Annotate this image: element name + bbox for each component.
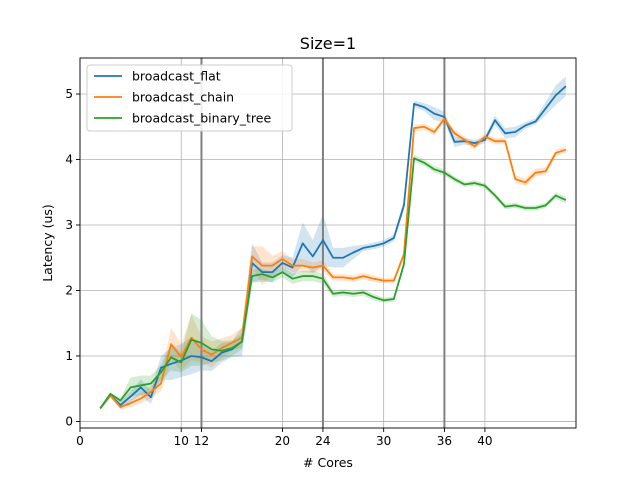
legend-box xyxy=(86,64,293,132)
legend-label: broadcast_chain xyxy=(132,90,234,105)
x-tick-label: 24 xyxy=(315,434,330,448)
y-axis-label: Latency (us) xyxy=(40,204,55,282)
series-line-broadcast_chain xyxy=(99,118,567,409)
series-lines xyxy=(99,85,567,409)
x-tick-label: 36 xyxy=(437,434,452,448)
legend-label: broadcast_flat xyxy=(132,69,221,84)
x-tick-label: 30 xyxy=(376,434,391,448)
plot-frame xyxy=(79,57,577,429)
band-broadcast_binary_tree xyxy=(100,154,566,410)
legend: broadcast_flat broadcast_chain broadcast_b… xyxy=(86,64,293,132)
y-ticks: 0 1 2 3 4 5 xyxy=(65,87,80,428)
x-tick-label: 12 xyxy=(194,434,209,448)
chart-title: Size=1 xyxy=(300,34,356,53)
x-tick-label: 20 xyxy=(275,434,290,448)
legend-label: broadcast_binary_tree xyxy=(132,111,271,126)
y-tick-label: 4 xyxy=(65,153,73,167)
y-tick-label: 5 xyxy=(65,87,73,101)
y-tick-label: 2 xyxy=(65,283,73,297)
series-line-broadcast_binary_tree xyxy=(99,157,567,409)
y-tick-label: 0 xyxy=(65,414,73,428)
confidence-bands xyxy=(100,76,566,411)
y-tick-label: 3 xyxy=(65,218,73,232)
x-tick-label: 10 xyxy=(174,434,189,448)
x-tick-label: 40 xyxy=(477,434,492,448)
x-tick-label: 0 xyxy=(76,434,84,448)
x-ticks: 0 10 12 20 24 30 36 40 xyxy=(76,428,493,448)
x-axis-label: # Cores xyxy=(303,455,353,470)
y-tick-label: 1 xyxy=(65,349,73,363)
